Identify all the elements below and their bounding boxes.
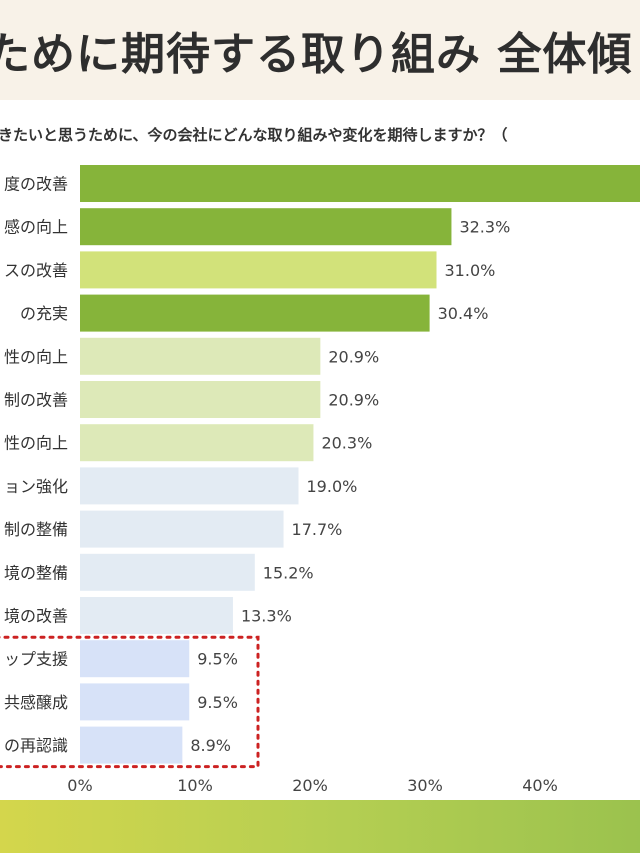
value-label: 19.0% bbox=[307, 477, 358, 496]
category-label: 境の改善 bbox=[4, 607, 68, 626]
x-tick-label: 0% bbox=[67, 776, 92, 795]
category-label: 共感醸成 bbox=[4, 693, 68, 712]
value-label: 9.5% bbox=[197, 650, 238, 669]
x-tick-label: 40% bbox=[522, 776, 558, 795]
category-label: の充実 bbox=[20, 304, 68, 323]
bar bbox=[80, 640, 190, 678]
x-tick-label: 30% bbox=[407, 776, 443, 795]
value-label: 31.0% bbox=[445, 261, 496, 280]
category-label: 性の向上 bbox=[4, 347, 68, 366]
bar bbox=[80, 467, 299, 505]
bar bbox=[80, 726, 183, 764]
bar bbox=[80, 251, 437, 289]
category-label: 度の改善 bbox=[4, 175, 68, 194]
bar bbox=[80, 424, 314, 462]
category-label: ョン強化 bbox=[4, 477, 68, 496]
bar bbox=[80, 208, 452, 246]
highlight-box bbox=[0, 635, 260, 769]
bar bbox=[80, 597, 233, 634]
category-label: の再認識 bbox=[4, 736, 68, 755]
bar bbox=[80, 381, 321, 418]
category-label: ップ支援 bbox=[4, 650, 68, 669]
category-label: スの改善 bbox=[4, 261, 68, 280]
value-label: 8.9% bbox=[190, 736, 231, 755]
value-label: 15.2% bbox=[263, 563, 314, 582]
value-label: 20.9% bbox=[328, 391, 379, 410]
page-title: ために期待する取り組み 全体傾 bbox=[0, 29, 633, 80]
survey-question: きたいと思うために、今の会社にどんな取り組みや変化を期待しますか？（ bbox=[0, 126, 508, 144]
value-label: 32.3% bbox=[459, 218, 510, 237]
value-label: 17.7% bbox=[292, 520, 343, 539]
bar bbox=[80, 553, 255, 591]
bar bbox=[80, 294, 430, 332]
header-band: ために期待する取り組み 全体傾 bbox=[0, 0, 640, 100]
bar bbox=[80, 337, 321, 375]
x-tick-label: 10% bbox=[177, 776, 213, 795]
value-label: 9.5% bbox=[197, 693, 238, 712]
value-label: 20.9% bbox=[328, 347, 379, 366]
category-label: 境の整備 bbox=[4, 563, 68, 582]
value-label: 30.4% bbox=[438, 304, 489, 323]
bar bbox=[80, 165, 640, 202]
category-label: 性の向上 bbox=[4, 434, 68, 453]
value-label: 13.3% bbox=[241, 607, 292, 626]
value-label: 20.3% bbox=[321, 434, 372, 453]
bar bbox=[80, 510, 284, 548]
category-label: 制の改善 bbox=[4, 391, 68, 410]
category-label: 感の向上 bbox=[4, 218, 68, 237]
x-tick-label: 20% bbox=[292, 776, 328, 795]
footer-band bbox=[0, 800, 640, 853]
category-label: 制の整備 bbox=[4, 520, 68, 539]
bar bbox=[80, 683, 190, 721]
